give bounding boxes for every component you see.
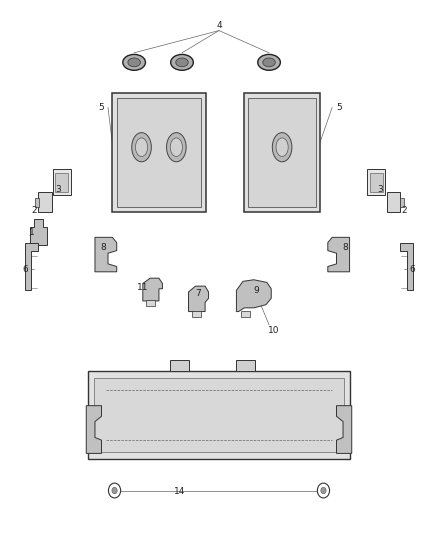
Ellipse shape: [272, 133, 292, 162]
Text: 7: 7: [195, 288, 201, 297]
FancyBboxPatch shape: [387, 192, 400, 213]
Text: 4: 4: [216, 21, 222, 30]
Polygon shape: [399, 243, 413, 290]
Text: 11: 11: [137, 283, 148, 292]
Polygon shape: [188, 286, 208, 312]
Text: 8: 8: [343, 244, 348, 253]
Circle shape: [321, 487, 326, 494]
Ellipse shape: [132, 133, 151, 162]
FancyBboxPatch shape: [248, 98, 316, 207]
FancyBboxPatch shape: [53, 169, 71, 195]
FancyBboxPatch shape: [146, 300, 155, 306]
FancyBboxPatch shape: [236, 360, 254, 371]
Text: 2: 2: [31, 206, 37, 215]
FancyBboxPatch shape: [400, 198, 404, 207]
FancyBboxPatch shape: [39, 192, 52, 213]
FancyBboxPatch shape: [112, 93, 206, 212]
FancyBboxPatch shape: [170, 360, 189, 371]
Polygon shape: [237, 280, 271, 312]
Text: 5: 5: [336, 103, 342, 112]
Ellipse shape: [135, 138, 148, 157]
Ellipse shape: [166, 133, 186, 162]
Ellipse shape: [263, 58, 275, 67]
FancyBboxPatch shape: [192, 311, 201, 317]
Polygon shape: [143, 278, 162, 301]
Text: 1: 1: [29, 228, 35, 237]
FancyBboxPatch shape: [88, 371, 350, 459]
FancyBboxPatch shape: [55, 173, 68, 192]
FancyBboxPatch shape: [244, 93, 320, 212]
Text: 6: 6: [410, 265, 416, 273]
Polygon shape: [336, 406, 352, 454]
Text: 6: 6: [22, 265, 28, 273]
FancyBboxPatch shape: [117, 98, 201, 207]
Ellipse shape: [123, 54, 145, 70]
Polygon shape: [86, 406, 102, 454]
Polygon shape: [328, 237, 350, 272]
FancyBboxPatch shape: [241, 311, 251, 317]
FancyBboxPatch shape: [94, 377, 344, 453]
Polygon shape: [95, 237, 117, 272]
Ellipse shape: [176, 58, 188, 67]
Circle shape: [112, 487, 117, 494]
Ellipse shape: [170, 138, 183, 157]
Ellipse shape: [128, 58, 140, 67]
Text: 3: 3: [377, 185, 383, 194]
Text: 2: 2: [401, 206, 407, 215]
Text: 5: 5: [99, 103, 104, 112]
FancyBboxPatch shape: [367, 169, 385, 195]
Ellipse shape: [171, 54, 193, 70]
Circle shape: [109, 483, 120, 498]
Text: 8: 8: [101, 244, 106, 253]
Circle shape: [318, 483, 329, 498]
Text: 10: 10: [268, 326, 279, 335]
FancyBboxPatch shape: [370, 173, 383, 192]
Polygon shape: [25, 243, 39, 290]
FancyBboxPatch shape: [35, 198, 39, 207]
Polygon shape: [30, 219, 47, 245]
Ellipse shape: [258, 54, 280, 70]
Text: 3: 3: [55, 185, 61, 194]
Ellipse shape: [276, 138, 288, 157]
Text: 9: 9: [253, 286, 259, 295]
Text: 14: 14: [174, 487, 186, 496]
